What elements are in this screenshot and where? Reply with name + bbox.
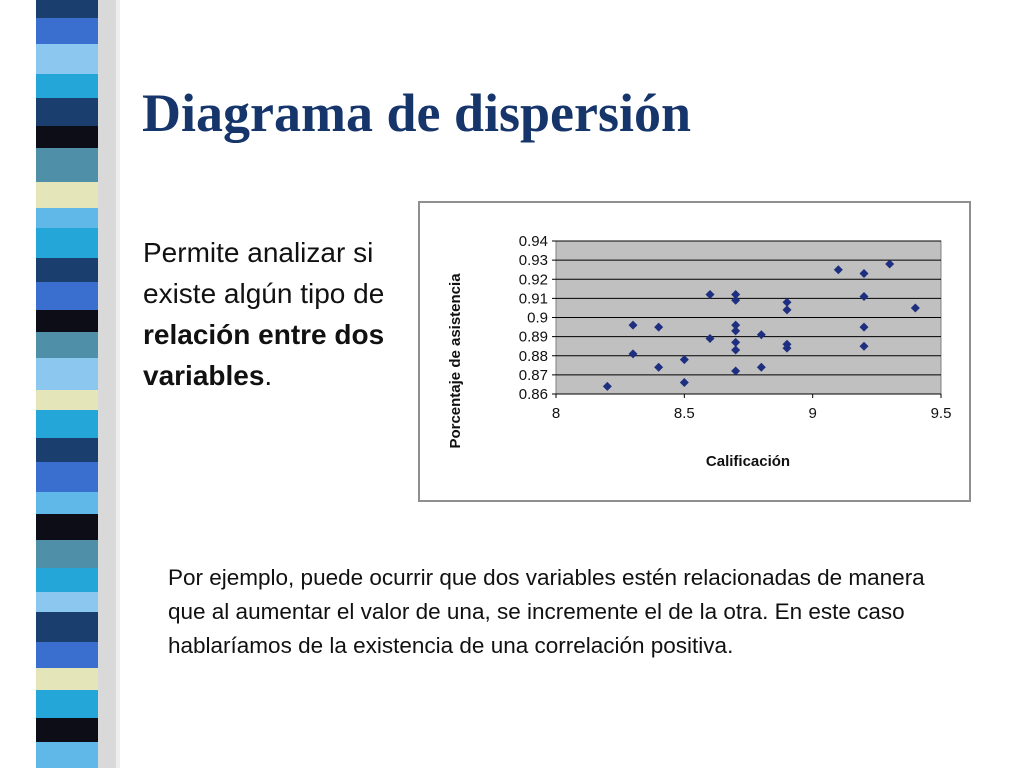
scatter-point <box>731 366 741 376</box>
scatter-point <box>859 291 869 301</box>
scatter-point <box>628 320 638 330</box>
y-tick-label: 0.94 <box>519 233 548 250</box>
scatter-point <box>731 326 741 336</box>
intro-text-bold: relación entre dos variables <box>143 319 385 391</box>
scatter-point <box>705 290 715 300</box>
x-tick-label: 9.5 <box>931 405 952 422</box>
intro-text-end: . <box>264 360 273 391</box>
scatter-point <box>756 330 766 340</box>
scatter-point <box>833 265 843 275</box>
slide-title: Diagrama de dispersión <box>142 83 692 143</box>
scatter-point <box>628 349 638 359</box>
scatter-point <box>782 297 792 307</box>
scatter-point <box>859 341 869 351</box>
y-tick-label: 0.91 <box>519 290 548 307</box>
scatter-point <box>731 320 741 330</box>
scatter-point <box>782 343 792 353</box>
decorative-stripe <box>36 0 120 768</box>
x-tick-label: 8 <box>552 405 560 422</box>
scatter-point <box>679 378 689 388</box>
scatter-plot-svg: 0.86 0.87 0.88 0.89 0.9 0.91 0.92 0.93 0.94 8 8.5… <box>447 233 952 470</box>
scatter-point <box>705 334 715 344</box>
x-axis-label: Calificación <box>706 453 790 470</box>
x-tick-label: 9 <box>808 405 816 422</box>
scatter-point <box>756 362 766 372</box>
scatter-point <box>731 337 741 347</box>
example-paragraph: Por ejemplo, puede ocurrir que dos varia… <box>168 565 925 658</box>
scatter-point <box>859 322 869 332</box>
scatter-point <box>654 362 664 372</box>
scatter-point <box>782 305 792 315</box>
scatter-point <box>910 303 920 313</box>
y-tick-label: 0.89 <box>519 329 548 346</box>
scatter-point <box>731 290 741 300</box>
y-axis-label: Porcentaje de asistencia <box>447 273 464 449</box>
scatter-point <box>731 345 741 355</box>
scatter-point <box>679 355 689 365</box>
scatter-point <box>859 269 869 279</box>
y-tick-label: 0.86 <box>519 386 548 403</box>
y-tick-label: 0.88 <box>519 348 548 365</box>
y-tick-label: 0.92 <box>519 271 548 288</box>
scatter-point <box>885 259 895 269</box>
scatter-point <box>654 322 664 332</box>
intro-text-start: Permite analizar si existe algún tipo de <box>143 237 385 309</box>
x-tick-label: 8.5 <box>674 405 695 422</box>
y-tick-label: 0.93 <box>519 252 548 269</box>
scatter-chart: 0.86 0.87 0.88 0.89 0.9 0.91 0.92 0.93 0.94 8 8.5… <box>418 201 971 502</box>
y-tick-label: 0.87 <box>519 367 548 384</box>
scatter-point <box>602 381 612 391</box>
scatter-point <box>731 295 741 305</box>
intro-text: Permite analizar si existe algún tipo de… <box>143 232 403 396</box>
y-tick-label: 0.9 <box>527 310 548 327</box>
